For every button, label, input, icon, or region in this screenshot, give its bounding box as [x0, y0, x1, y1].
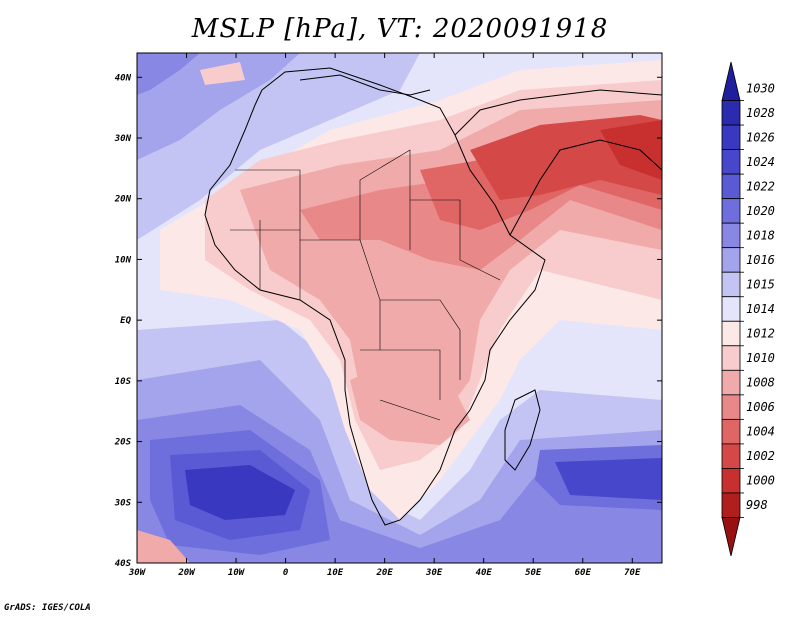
lon-label: 0 [283, 568, 289, 578]
colorbar-segment [721, 247, 741, 273]
lat-label: 30S [114, 498, 132, 508]
colorbar-segment [721, 369, 741, 396]
colorbar-segment [721, 61, 741, 101]
lon-label: 30E [425, 568, 443, 578]
colorbar-label: 1022 [746, 179, 775, 193]
colorbar-segment [721, 492, 741, 518]
colorbar-segment [721, 517, 741, 557]
colorbar-label: 1000 [746, 474, 775, 488]
colorbar-label: 1030 [746, 81, 775, 95]
colorbar-segment [721, 345, 741, 371]
lat-label: 30N [114, 134, 132, 144]
lat-label: 10S [115, 377, 132, 387]
colorbar-label: 1024 [746, 155, 775, 169]
colorbar-label: 1020 [746, 204, 775, 218]
lat-label: 40S [115, 559, 132, 569]
colorbar-segment [721, 271, 741, 298]
colorbar-segment [721, 198, 741, 224]
colorbar-label: 1015 [746, 277, 775, 291]
colorbar-label: 1006 [746, 400, 775, 414]
lat-label: 20N [114, 195, 132, 205]
colorbar-label: 1012 [746, 327, 775, 341]
lon-label: 30W [128, 568, 147, 578]
colorbar-segment [721, 418, 741, 445]
colorbar-segment [721, 296, 741, 322]
colorbar: 1030 1028 1026 1024 1022 1020 1018 1016 1015 1014… [721, 61, 775, 557]
colorbar-segment [721, 100, 741, 126]
colorbar-label: 1008 [746, 376, 775, 390]
lon-label: 50E [525, 568, 542, 578]
lon-label: 20E [376, 568, 394, 578]
lat-label: 10N [115, 255, 132, 265]
lon-label: 60E [575, 568, 592, 578]
lat-label: 40N [115, 73, 132, 83]
lon-label: 10W [228, 568, 246, 578]
map-title: MSLP [hPa], VT: 2020091918 [191, 14, 609, 44]
colorbar-segment [721, 443, 741, 469]
lon-label: 70E [624, 568, 641, 578]
colorbar-label: 1010 [746, 351, 775, 365]
colorbar-segment [721, 468, 741, 494]
grads-credit: GrADS: IGES/COLA [4, 603, 91, 613]
colorbar-label: 998 [746, 498, 768, 512]
lat-label: 20S [114, 438, 132, 448]
colorbar-label: 1026 [746, 130, 775, 144]
colorbar-label: 1016 [746, 253, 775, 267]
colorbar-segment [721, 149, 741, 175]
pressure-field [137, 53, 662, 563]
colorbar-segment [721, 394, 741, 420]
plot-frame [136, 52, 663, 564]
coastlines [204, 67, 662, 526]
colorbar-segment [721, 222, 741, 249]
lon-label: 40E [476, 568, 493, 578]
country-borders [230, 149, 501, 421]
colorbar-label: 1014 [746, 302, 775, 316]
colorbar-segment [721, 320, 741, 347]
colorbar-segment [721, 124, 741, 150]
colorbar-label: 1028 [746, 106, 775, 120]
lat-label: EQ [120, 316, 131, 326]
colorbar-label: 1018 [746, 228, 775, 242]
lon-label: 20W [177, 568, 196, 578]
colorbar-segment [721, 173, 741, 200]
colorbar-label: 1002 [746, 449, 775, 463]
lon-label: 10E [327, 568, 344, 578]
colorbar-label: 1004 [746, 425, 775, 439]
